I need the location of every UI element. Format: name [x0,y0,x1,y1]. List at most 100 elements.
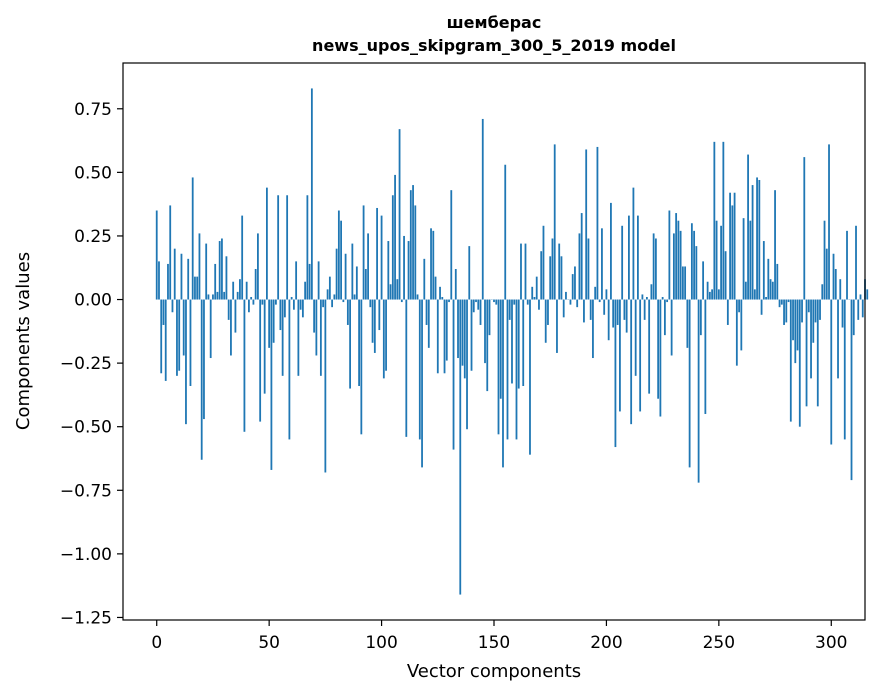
bar-173 [544,299,547,343]
bar-205 [616,299,619,325]
bar-154 [502,299,504,468]
bar-298 [825,248,828,300]
bar-226 [663,299,666,336]
bar-46 [259,299,262,422]
bar-83 [342,299,345,303]
bar-314 [861,299,864,318]
bar-94 [367,233,369,300]
bar-306 [843,299,846,440]
bar-176 [551,238,554,300]
bar-268 [758,180,761,300]
bar-84 [344,253,347,300]
y-axis-label: Components values [13,252,34,430]
bar-247 [711,289,713,300]
bar-29 [221,238,223,300]
bar-192 [587,238,590,300]
bar-283 [792,299,794,341]
bar-251 [720,225,722,300]
bar-103 [387,241,390,300]
bar-217 [643,299,646,320]
bar-257 [733,192,736,300]
bar-142 [475,299,477,303]
bar-312 [857,299,860,320]
x-tick-label: 100 [365,633,397,653]
bar-181 [562,299,565,318]
bar-115 [414,205,417,300]
bar-195 [594,286,597,300]
bar-152 [497,299,500,435]
bar-222 [654,238,657,300]
bar-64 [299,299,302,310]
bar-206 [619,299,621,412]
bar-274 [771,281,774,300]
bar-196 [596,146,599,300]
bar-184 [569,299,572,305]
bar-0 [155,210,158,300]
bar-8 [173,248,176,300]
bar-236 [686,299,689,348]
bar-80 [335,248,338,300]
y-tick-label: 0.00 [74,291,112,311]
bar-31 [225,256,228,300]
bar-57 [283,299,286,318]
bar-302 [834,269,837,300]
bar-87 [351,243,354,300]
bar-197 [598,299,601,303]
y-tick-label: −1.00 [60,545,112,565]
bar-72 [317,261,320,300]
bar-97 [373,299,376,353]
bar-85 [346,299,349,325]
bar-63 [297,299,300,376]
bar-157 [508,299,511,320]
bar-45 [257,233,259,300]
bar-40 [245,281,248,300]
bar-191 [585,149,588,300]
bar-212 [632,187,635,300]
bar-144 [479,299,482,325]
bar-30 [223,291,226,300]
bar-237 [688,299,691,468]
bar-218 [646,296,648,300]
bar-59 [288,299,291,440]
bar-121 [427,299,430,348]
bar-146 [484,299,486,364]
bar-201 [607,299,610,341]
bar-147 [486,299,489,392]
bar-288 [803,157,806,300]
bar-143 [477,299,480,310]
bar-178 [556,299,558,353]
bar-131 [450,190,453,300]
bar-25 [212,294,214,300]
bar-34 [232,281,235,300]
bar-15 [189,299,192,386]
bar-129 [445,299,448,361]
bar-188 [578,233,581,300]
bar-79 [333,294,336,300]
bar-289 [805,299,808,407]
bar-108 [398,129,401,300]
bar-216 [641,294,644,300]
bar-117 [418,299,421,440]
bar-250 [717,289,720,300]
bar-23 [207,294,210,300]
bar-140 [470,299,473,371]
bar-239 [693,230,696,300]
bar-124 [434,276,437,300]
bar-262 [744,281,747,300]
bar-153 [499,299,502,399]
bar-75 [324,299,327,473]
bar-137 [463,299,466,379]
bar-281 [787,299,790,303]
bar-126 [439,286,441,300]
bar-252 [722,141,725,300]
bar-119 [423,258,426,300]
bar-139 [468,246,471,300]
bar-77 [328,276,331,300]
bar-125 [436,299,439,374]
bar-27 [216,291,219,300]
bar-104 [389,284,392,300]
x-tick-label: 0 [151,633,162,653]
bar-107 [396,279,399,300]
bar-127 [441,296,444,300]
